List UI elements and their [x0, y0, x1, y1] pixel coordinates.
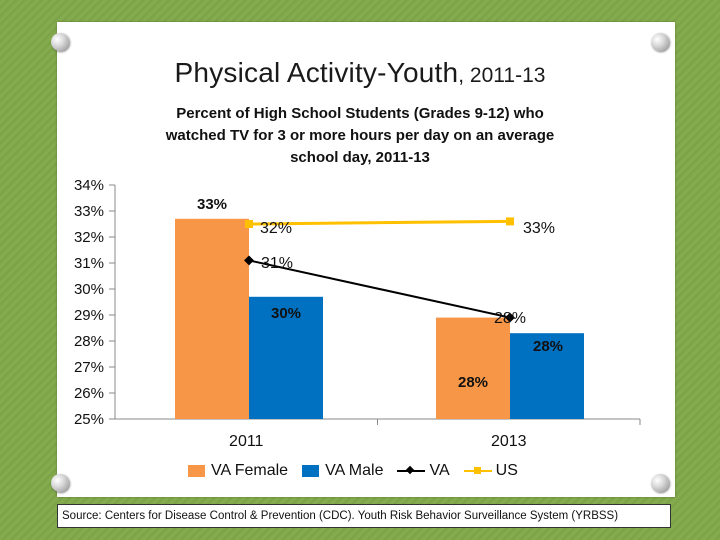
- data-label-us: 32%: [260, 220, 292, 237]
- legend-item-va-male: VA Male: [302, 462, 383, 480]
- marker-va: [244, 255, 254, 266]
- pushpin-icon: [651, 474, 669, 492]
- line-us: [248, 219, 511, 226]
- data-label-us: 33%: [523, 220, 555, 237]
- y-tick-label: 28%: [74, 333, 104, 350]
- bar-va-female: [175, 218, 249, 419]
- data-label-va-male: 30%: [271, 305, 301, 322]
- y-tick-label: 32%: [74, 229, 104, 246]
- y-tick-label: 30%: [74, 281, 104, 298]
- legend-line-square-icon: [463, 465, 492, 477]
- chart-title-line: Percent of High School Students (Grades …: [176, 105, 544, 122]
- legend-label: VA Female: [211, 462, 289, 479]
- legend-item-us: US: [463, 462, 518, 480]
- y-tick-label: 26%: [74, 385, 104, 402]
- legend-label: VA Male: [325, 462, 384, 479]
- chart-title-line: school day, 2011-13: [290, 149, 430, 166]
- legend-swatch: [188, 465, 205, 477]
- legend-label: US: [495, 462, 518, 479]
- marker-us: [245, 220, 253, 228]
- y-tick-label: 25%: [74, 411, 104, 428]
- marker-va: [505, 312, 515, 323]
- slide-title: Physical Activity-Youth, 2011-13: [0, 57, 720, 89]
- bar-va-male: [510, 333, 584, 419]
- y-tick-label: 34%: [74, 177, 104, 194]
- legend-label: VA: [429, 462, 450, 479]
- y-tick-label: 33%: [74, 203, 104, 220]
- line-va: [248, 259, 511, 319]
- legend-item-va: VA: [397, 462, 450, 480]
- legend-item-va-female: VA Female: [188, 462, 288, 480]
- data-label-va: 28%: [494, 310, 526, 327]
- legend-swatch: [302, 465, 320, 477]
- source-citation: Source: Centers for Disease Control & Pr…: [57, 504, 671, 528]
- pushpin-icon: [51, 33, 69, 51]
- chart-title: Percent of High School Students (Grades …: [120, 103, 600, 169]
- x-tick-label: 2011: [229, 433, 264, 450]
- chart-legend: VA Female VA Male VA US: [188, 462, 532, 480]
- chart-title-line: watched TV for 3 or more hours per day o…: [165, 127, 555, 144]
- legend-line-diamond-icon: [397, 465, 426, 477]
- data-label-va-female: 33%: [197, 196, 227, 213]
- data-label-va-female: 28%: [458, 374, 488, 391]
- y-tick-label: 27%: [74, 359, 104, 376]
- x-tick-label: 2013: [491, 433, 527, 450]
- y-tick-label: 29%: [74, 307, 104, 324]
- bar-va-male: [249, 296, 323, 419]
- pushpin-icon: [651, 33, 669, 51]
- y-tick-label: 31%: [74, 255, 104, 272]
- data-label-va-male: 28%: [533, 338, 563, 355]
- pushpin-icon: [51, 474, 69, 492]
- slide-title-years: , 2011-13: [458, 64, 546, 87]
- slide-title-main: Physical Activity-Youth: [174, 57, 459, 88]
- marker-us: [506, 217, 514, 226]
- bar-va-female: [436, 317, 510, 419]
- data-label-va: 31%: [261, 255, 293, 272]
